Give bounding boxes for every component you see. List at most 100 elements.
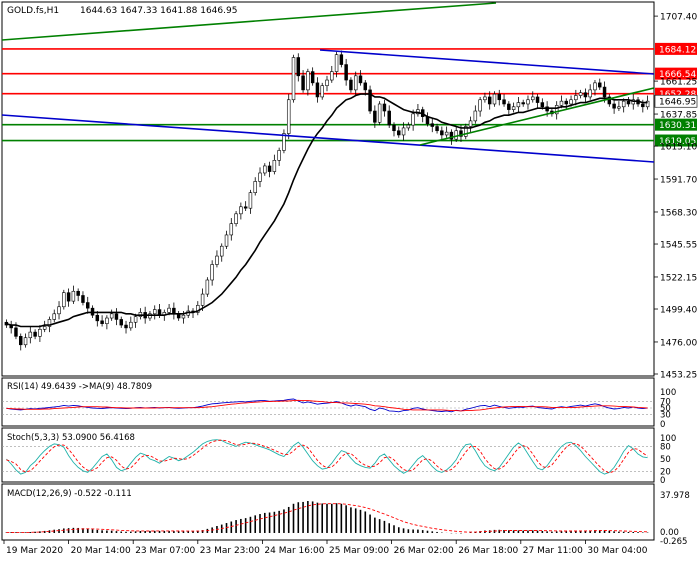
candle-body: [23, 337, 28, 346]
time-tick-label: 26 Mar 02:00: [394, 546, 454, 556]
candle-body: [507, 103, 511, 110]
candle-body: [502, 99, 506, 105]
time-tick-label: 23 Mar 23:00: [200, 546, 260, 556]
candle-body: [487, 96, 492, 105]
candle-body: [626, 100, 631, 105]
price-badge-label: 1630.31: [659, 121, 696, 131]
candle-body: [406, 124, 411, 129]
candle-body: [368, 89, 372, 112]
candle-body: [19, 336, 23, 346]
candle-body: [511, 106, 516, 110]
stoch-label: Stoch(5,3,3) 53.0900 56.4168: [7, 433, 135, 443]
candle-body: [559, 100, 564, 106]
candle-body: [473, 110, 478, 122]
candle-body: [243, 206, 248, 209]
stoch-panel[interactable]: [1, 427, 655, 483]
stoch-tick-label: 50: [660, 455, 671, 465]
candle-body: [593, 82, 597, 91]
time-tick-label: 23 Mar 07:00: [135, 546, 195, 556]
blue-channel-lower-trendline[interactable]: [1, 114, 655, 163]
rsi-label: RSI(14) 49.6439 ->MA(9) 48.7809: [7, 382, 152, 392]
candle-body: [330, 71, 334, 81]
candle-body: [263, 165, 267, 174]
support-price-badge: [655, 118, 697, 131]
candle-body: [200, 293, 205, 306]
candle-body: [564, 100, 568, 105]
candle-body: [454, 130, 458, 140]
price-panel[interactable]: [1, 1, 655, 377]
time-axis: 19 Mar 2020 20 Mar 14:00 23 Mar 07:00 23 Ma…: [3, 540, 648, 556]
candle-body: [621, 100, 626, 108]
candle-body: [239, 206, 243, 215]
candle-body: [430, 123, 435, 127]
candle-body: [62, 292, 66, 308]
candle-body: [114, 313, 119, 320]
candle-body: [411, 113, 415, 126]
rsi-tick-label: 30: [660, 410, 671, 420]
candle-body: [325, 79, 329, 86]
candle-body: [617, 106, 621, 109]
price-badge-label: 1646.95: [659, 98, 696, 108]
stoch-tick-label: 20: [660, 468, 671, 478]
price-tick-label: 1499.40: [660, 306, 697, 316]
macd-tick-label: 0.00: [660, 528, 679, 538]
candle-body: [344, 64, 348, 81]
price-series: [2, 48, 654, 351]
candle-body: [497, 93, 502, 101]
candle-body: [248, 192, 253, 209]
candle-body: [435, 126, 439, 132]
price-tick-label: 1637.85: [660, 111, 697, 121]
candle-body: [602, 86, 607, 98]
candle-body: [464, 126, 468, 137]
ohlc-label: 1644.63 1647.33 1641.88 1646.95: [80, 6, 237, 16]
candle-body: [459, 130, 463, 137]
candle-body: [306, 71, 310, 91]
candle-body: [81, 295, 85, 303]
candle-body: [641, 103, 645, 108]
candle-body: [105, 317, 109, 324]
candle-body: [172, 307, 176, 315]
candle-body: [583, 92, 588, 98]
candle-body: [286, 99, 291, 134]
stoch-signal-line: [6, 439, 648, 474]
symbol-label: GOLD.fs,H1: [7, 6, 59, 16]
time-tick-label: 27 Mar 11:00: [523, 546, 583, 556]
rsi-tick-label: 50: [660, 404, 671, 414]
candle-body: [282, 133, 286, 151]
stoch-main-line: [6, 439, 648, 475]
candle-body: [397, 130, 401, 136]
candle-body: [334, 54, 339, 72]
price-tick-label: 1522.15: [660, 273, 697, 283]
candle-body: [531, 96, 535, 101]
blue-channel-upper-trendline[interactable]: [319, 49, 655, 75]
time-tick-label: 20 Mar 14:00: [71, 546, 131, 556]
resistance-price-badge: [655, 67, 697, 80]
green-channel-top-trendline[interactable]: [1, 2, 497, 41]
candle-body: [157, 309, 162, 316]
price-tick-label: 1568.30: [660, 208, 697, 218]
time-tick-label: 30 Mar 04:00: [587, 546, 647, 556]
candle-body: [612, 103, 616, 109]
candle-body: [95, 314, 100, 322]
green-rising-trendline[interactable]: [419, 87, 655, 146]
candle-body: [569, 99, 573, 105]
stoch-tick-label: 0: [660, 476, 665, 486]
candle-body: [253, 181, 257, 193]
candle-body: [578, 92, 583, 96]
candle-body: [478, 99, 482, 112]
price-tick-label: 1615.10: [660, 143, 697, 153]
candle-body: [483, 96, 487, 101]
price-tick-label: 1476.00: [660, 338, 697, 348]
candle-body: [224, 234, 229, 247]
candle-body: [468, 120, 473, 127]
candle-body: [401, 127, 406, 136]
candle-body: [535, 96, 540, 103]
candle-body: [377, 103, 382, 123]
macd-label: MACD(12,26,9) -0.522 -0.111: [7, 489, 132, 499]
candle-body: [373, 110, 377, 123]
candle-body: [100, 320, 104, 324]
candle-body: [181, 314, 186, 319]
candle-body: [109, 313, 114, 319]
price-tick-label: 1591.70: [660, 176, 697, 186]
